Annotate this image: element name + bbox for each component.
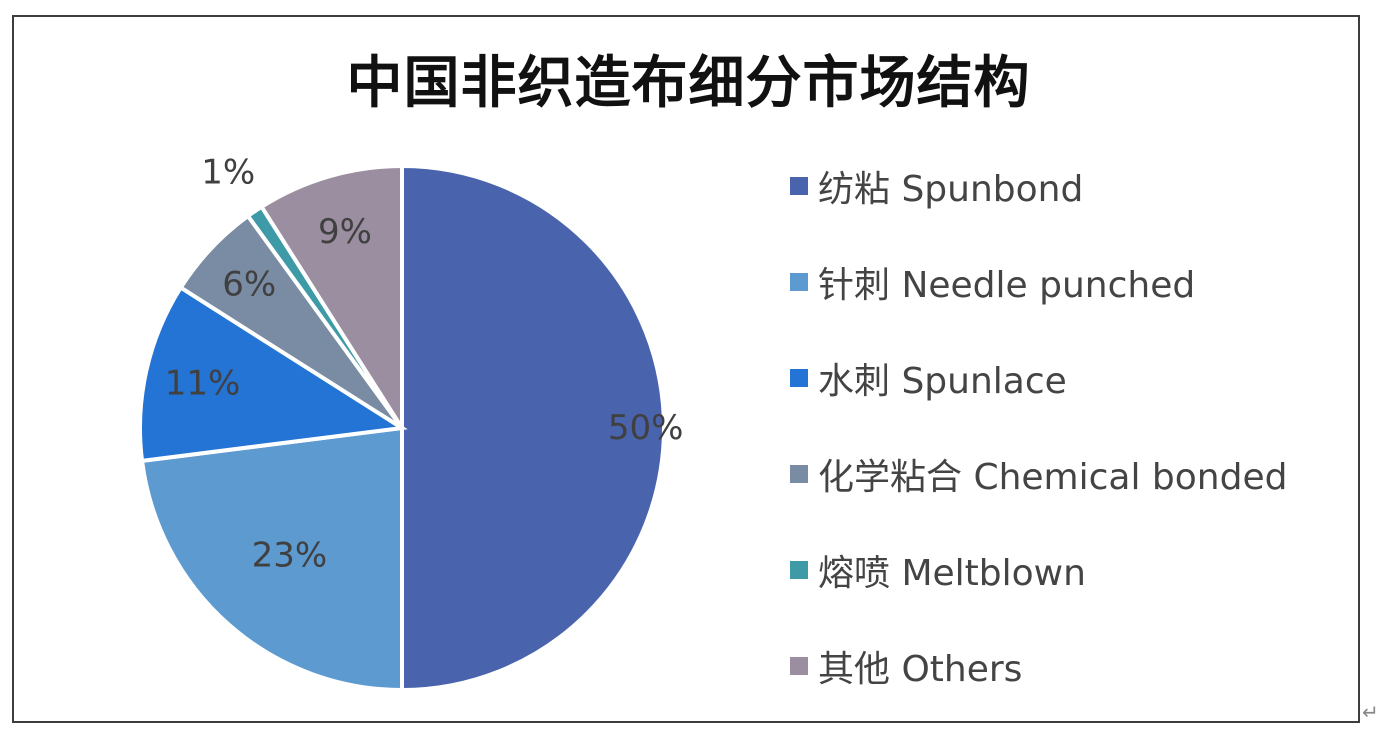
legend-swatch	[790, 369, 808, 387]
legend-item: 针刺 Needle punched	[790, 262, 1195, 306]
pie-slice-3	[138, 284, 408, 464]
chart-title: 中国非织造布细分市场结构	[346, 51, 1031, 116]
legend-label: 水刺 Spunlace	[818, 361, 1067, 402]
pie-slice-1	[400, 163, 666, 693]
pie-data-label-1: 50%	[608, 408, 684, 448]
paragraph-mark-icon: ↵	[1362, 700, 1377, 724]
legend-label: 其他 Others	[818, 649, 1023, 690]
legend-label: 针刺 Needle punched	[818, 265, 1196, 306]
legend-item: 化学粘合 Chemical bonded	[790, 454, 1287, 498]
pie-data-label-6: 9%	[318, 212, 372, 252]
legend-swatch	[790, 465, 808, 483]
legend-label: 纺粘 Spunbond	[818, 169, 1084, 210]
pie-data-label-2: 23%	[252, 536, 328, 576]
legend-swatch	[790, 177, 808, 195]
legend-label: 熔喷 Meltblown	[818, 553, 1086, 594]
legend-item: 水刺 Spunlace	[790, 358, 1067, 402]
legend-item: 熔喷 Meltblown	[790, 550, 1086, 594]
pie-slice-6	[258, 163, 404, 435]
legend-swatch	[790, 657, 808, 675]
pie-data-label-4: 6%	[222, 265, 276, 305]
legend-swatch	[790, 273, 808, 291]
legend-item: 纺粘 Spunbond	[790, 166, 1083, 210]
pie-slice-2	[139, 425, 404, 693]
legend-swatch	[790, 561, 808, 579]
pie-data-label-5: 1%	[201, 152, 255, 192]
legend-label: 化学粘合 Chemical bonded	[818, 457, 1288, 498]
pie-data-label-3: 11%	[165, 363, 241, 403]
legend-item: 其他 Others	[790, 646, 1022, 690]
